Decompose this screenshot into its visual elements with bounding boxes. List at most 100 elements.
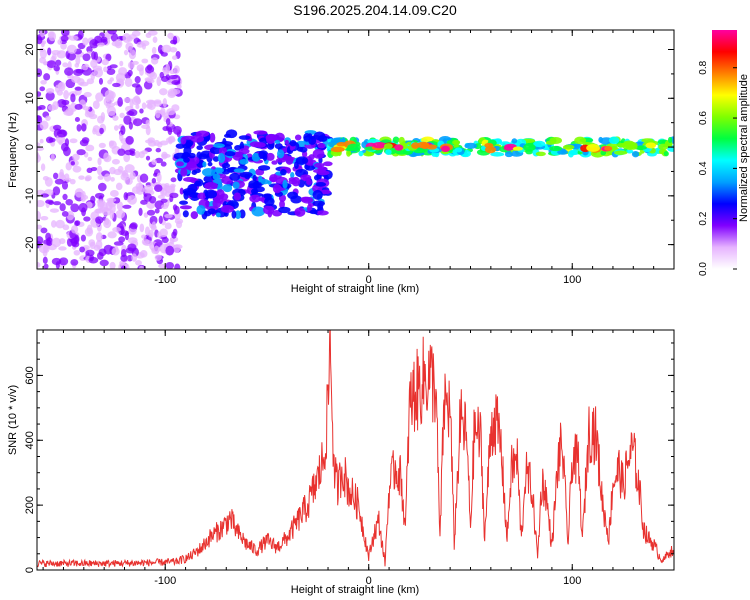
heatmap-cell (69, 102, 78, 112)
heatmap-cell (176, 84, 182, 89)
heatmap-cell (267, 180, 272, 185)
heatmap-cell (204, 182, 218, 190)
heatmap-cell (215, 189, 225, 200)
heatmap-cell (103, 173, 111, 182)
heatmap-cell (191, 169, 198, 175)
heatmap-cell (119, 112, 125, 118)
heatmap-cell (190, 134, 205, 143)
heatmap-cell (168, 135, 176, 143)
heatmap-cell (68, 35, 79, 41)
heatmap-cell (132, 118, 143, 127)
heatmap-cell (65, 177, 72, 182)
heatmap-cell (170, 88, 181, 95)
heatmap-cell (131, 83, 141, 88)
heatmap-cell (290, 172, 295, 179)
heatmap-cell (52, 201, 62, 206)
heatmap-cell (172, 244, 181, 253)
heatmap-cell (148, 140, 157, 147)
heatmap-cell (109, 261, 116, 269)
heatmap-cell (111, 247, 120, 256)
heatmap-cell (164, 213, 173, 219)
heatmap-cell (112, 227, 122, 233)
heatmap-cell (313, 209, 318, 215)
heatmap-cell (330, 146, 345, 153)
heatmap-cell (151, 46, 157, 55)
heatmap-cell (60, 35, 69, 42)
heatmap-cell (163, 184, 171, 193)
heatmap-cell (312, 148, 325, 159)
heatmap-cell (74, 220, 81, 226)
heatmap-cell (92, 125, 100, 133)
heatmap-cell (118, 236, 126, 243)
heatmap-cell (98, 142, 106, 149)
heatmap-cell (81, 64, 89, 71)
heatmap-cell (201, 167, 216, 177)
heatmap-cell (127, 194, 137, 205)
heatmap-cell (72, 165, 82, 173)
heatmap-cell (440, 145, 450, 153)
heatmap-cell (141, 234, 147, 239)
heatmap-cell (97, 175, 104, 180)
heatmap-cell (263, 205, 275, 215)
heatmap-cell (74, 117, 80, 122)
heatmap-cell (95, 232, 103, 242)
heatmap-cell (152, 36, 158, 43)
heatmap-cell (129, 98, 134, 109)
heatmap-cell (168, 74, 178, 80)
heatmap-cell (59, 169, 64, 177)
heatmap-cell (196, 204, 206, 215)
heatmap-cell (76, 124, 82, 132)
heatmap-cell (161, 204, 169, 210)
heatmap-frame (36, 29, 675, 270)
heatmap-cell (86, 167, 93, 174)
heatmap-cell (57, 98, 67, 108)
heatmap-cell (100, 36, 108, 43)
heatmap-cell (115, 72, 126, 83)
heatmap-cell (39, 120, 49, 130)
heatmap-cell (123, 115, 132, 125)
heatmap-cell (55, 219, 65, 229)
heatmap-cell (420, 142, 430, 150)
heatmap-cell (204, 189, 218, 199)
heatmap-cell (113, 241, 124, 246)
heatmap-cell (86, 46, 93, 53)
heatmap-cell (115, 209, 126, 219)
heatmap-cell (271, 160, 278, 165)
heatmap-cell (124, 164, 135, 173)
heatmap-cell (127, 61, 135, 69)
heatmap-cell (100, 111, 106, 122)
heatmap-cell (151, 159, 157, 165)
heatmap-cell (562, 144, 575, 150)
heatmap-cell (248, 183, 258, 189)
heatmap-cell (667, 136, 673, 144)
heatmap-cell (81, 123, 87, 132)
x-tick-label: -100 (154, 575, 176, 587)
heatmap-cell (40, 227, 48, 234)
heatmap-cell (138, 151, 145, 159)
heatmap-ylabel: Frequency (Hz) (7, 112, 19, 188)
heatmap-cell (135, 182, 144, 191)
heatmap-cell (46, 237, 53, 247)
heatmap-cell (182, 210, 189, 218)
heatmap-cell (600, 150, 607, 156)
heatmap-cell (123, 97, 132, 103)
heatmap-cell (60, 42, 67, 50)
x-tick-label: 100 (563, 575, 581, 587)
heatmap-cell (183, 157, 190, 163)
heatmap-cell (46, 60, 57, 69)
heatmap-cell (138, 207, 143, 217)
heatmap-cell (171, 55, 178, 60)
heatmap-cell (42, 256, 48, 264)
y-tick-label: 200 (24, 496, 36, 514)
heatmap-cell (55, 59, 62, 66)
heatmap-cell (143, 184, 154, 194)
heatmap-cell (264, 197, 275, 206)
heatmap-cell (545, 140, 556, 145)
heatmap-cell (135, 260, 142, 266)
heatmap-cell (169, 192, 179, 199)
heatmap-cell (161, 44, 172, 53)
heatmap-cell (37, 115, 43, 124)
heatmap-cell (312, 189, 323, 200)
heatmap-cell (272, 183, 282, 194)
